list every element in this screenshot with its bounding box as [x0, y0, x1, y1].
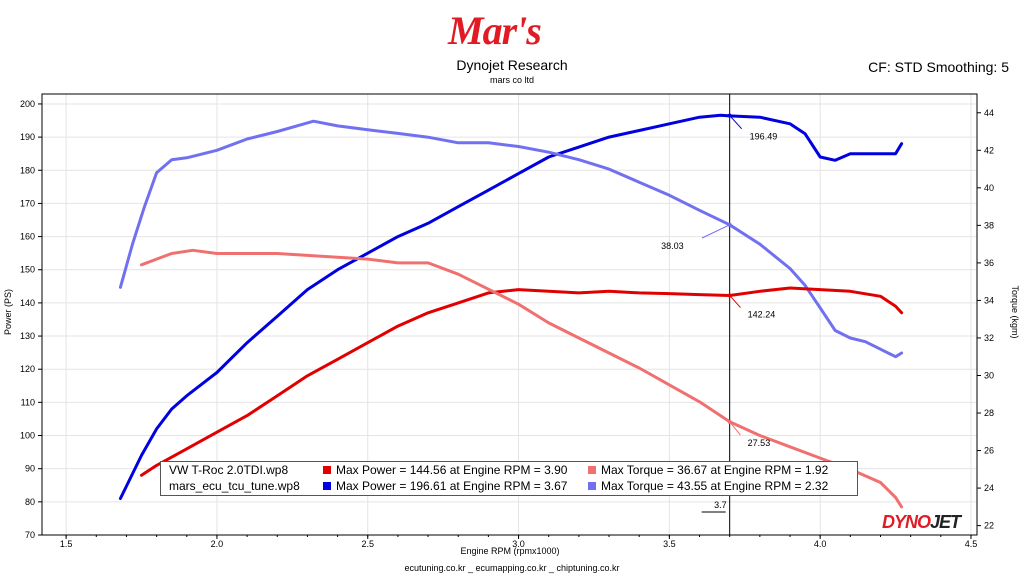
plot-frame: [41, 93, 978, 536]
y-axis-label: Power (PS): [3, 289, 13, 335]
x-axis-label: Engine RPM (rpmx1000): [460, 546, 559, 556]
x-tick-label: 4.5: [965, 539, 978, 549]
y2-tick-label: 42: [984, 145, 994, 155]
readout-point: [727, 222, 732, 227]
dynojet-logo: DYNOJET: [882, 512, 961, 533]
y2-tick-label: 28: [984, 408, 994, 418]
y2-tick-label: 30: [984, 370, 994, 380]
dynojet-logo-part-a: DYNO: [882, 512, 931, 532]
readout-value: 142.24: [748, 309, 776, 319]
legend-power-text: Max Power = 196.61 at Engine RPM = 3.67: [336, 479, 568, 493]
readout-value: 196.49: [750, 132, 778, 142]
legend-swatch-torque-tune: [588, 482, 596, 490]
readout-leader: [729, 421, 741, 436]
footer-links: ecutuning.co.kr _ ecumapping.co.kr _ chi…: [404, 563, 620, 573]
y2-tick-label: 40: [984, 183, 994, 193]
x-tick-label: 2.0: [211, 539, 224, 549]
legend-swatch-power-tune: [323, 482, 331, 490]
readout-point: [727, 113, 732, 118]
readout-value: 38.03: [661, 241, 684, 251]
mars-logo-text: Mar's: [447, 8, 541, 53]
y-tick-label: 100: [20, 431, 35, 441]
y2-tick-label: 26: [984, 446, 994, 456]
legend-file-name: mars_ecu_tcu_tune.wp8: [169, 479, 300, 493]
y-tick-label: 150: [20, 265, 35, 275]
y-tick-label: 190: [20, 132, 35, 142]
y-tick-label: 200: [20, 99, 35, 109]
y-tick-label: 140: [20, 298, 35, 308]
readout-point: [727, 419, 732, 424]
y-tick-label: 80: [25, 497, 35, 507]
legend-torque-text: Max Torque = 43.55 at Engine RPM = 2.32: [601, 479, 829, 493]
y-tick-label: 170: [20, 198, 35, 208]
mars-logo: Mar's: [447, 8, 542, 53]
legend-row-tune: mars_ecu_tcu_tune.wp8 Max Power = 196.61…: [161, 478, 857, 494]
y-tick-label: 90: [25, 464, 35, 474]
y-tick-label: 160: [20, 232, 35, 242]
cursor-readouts: 3.7 196.49 38.03 142.24 27.53: [661, 113, 778, 513]
y-tick-label: 120: [20, 364, 35, 374]
y2-tick-label: 24: [984, 483, 994, 493]
y-tick-label: 70: [25, 530, 35, 540]
readout-leader: [729, 115, 743, 130]
y2-tick-label: 38: [984, 220, 994, 230]
x-tick-label: 3.0: [512, 539, 525, 549]
readout-leader: [729, 295, 741, 308]
legend-power-text: Max Power = 144.56 at Engine RPM = 3.90: [336, 463, 568, 477]
curve-torque_stock: [140, 248, 904, 509]
x-tick-label: 2.5: [361, 539, 374, 549]
correction-info: CF: STD Smoothing: 5: [868, 59, 1009, 75]
chart-title: Dynojet Research: [456, 57, 568, 73]
x-tick-label: 1.5: [60, 539, 73, 549]
x-tick-label: 3.5: [663, 539, 676, 549]
y2-tick-label: 34: [984, 295, 994, 305]
chart-curves: [118, 94, 904, 535]
legend-box: VW T-Roc 2.0TDI.wp8 Max Power = 144.56 a…: [160, 461, 858, 496]
y2-tick-label: 32: [984, 333, 994, 343]
y2-tick-label: 36: [984, 258, 994, 268]
readout-point: [727, 293, 732, 298]
legend-file-name: VW T-Roc 2.0TDI.wp8: [169, 463, 289, 477]
curve-power_tune: [118, 113, 904, 500]
y2-tick-label: 22: [984, 521, 994, 531]
y-tick-label: 130: [20, 331, 35, 341]
cursor-label: 3.7: [714, 500, 727, 510]
chart-ticks: 1.5 2.0 2.5 3.0 3.5 4.0 4.5 70 80 90 100 110 120 130 1…: [20, 99, 994, 549]
legend-swatch-power-stock: [323, 466, 331, 474]
x-tick-label: 4.0: [814, 539, 827, 549]
y-tick-label: 110: [21, 397, 35, 407]
y-tick-label: 180: [20, 165, 35, 175]
y2-axis-label: Torque (kgm): [1010, 285, 1020, 338]
legend-swatch-torque-stock: [588, 466, 596, 474]
chart-axes: [38, 93, 981, 539]
curve-torque_tune: [118, 119, 904, 359]
readout-value: 27.53: [748, 438, 771, 448]
legend-row-stock: VW T-Roc 2.0TDI.wp8 Max Power = 144.56 a…: [161, 462, 857, 478]
legend-torque-text: Max Torque = 36.67 at Engine RPM = 1.92: [601, 463, 829, 477]
dynojet-logo-part-b: JET: [930, 512, 961, 532]
curve-power_stock: [140, 286, 904, 477]
readout-leader: [701, 224, 730, 239]
chart-subtitle: mars co ltd: [489, 75, 534, 85]
y2-tick-label: 44: [984, 108, 994, 118]
